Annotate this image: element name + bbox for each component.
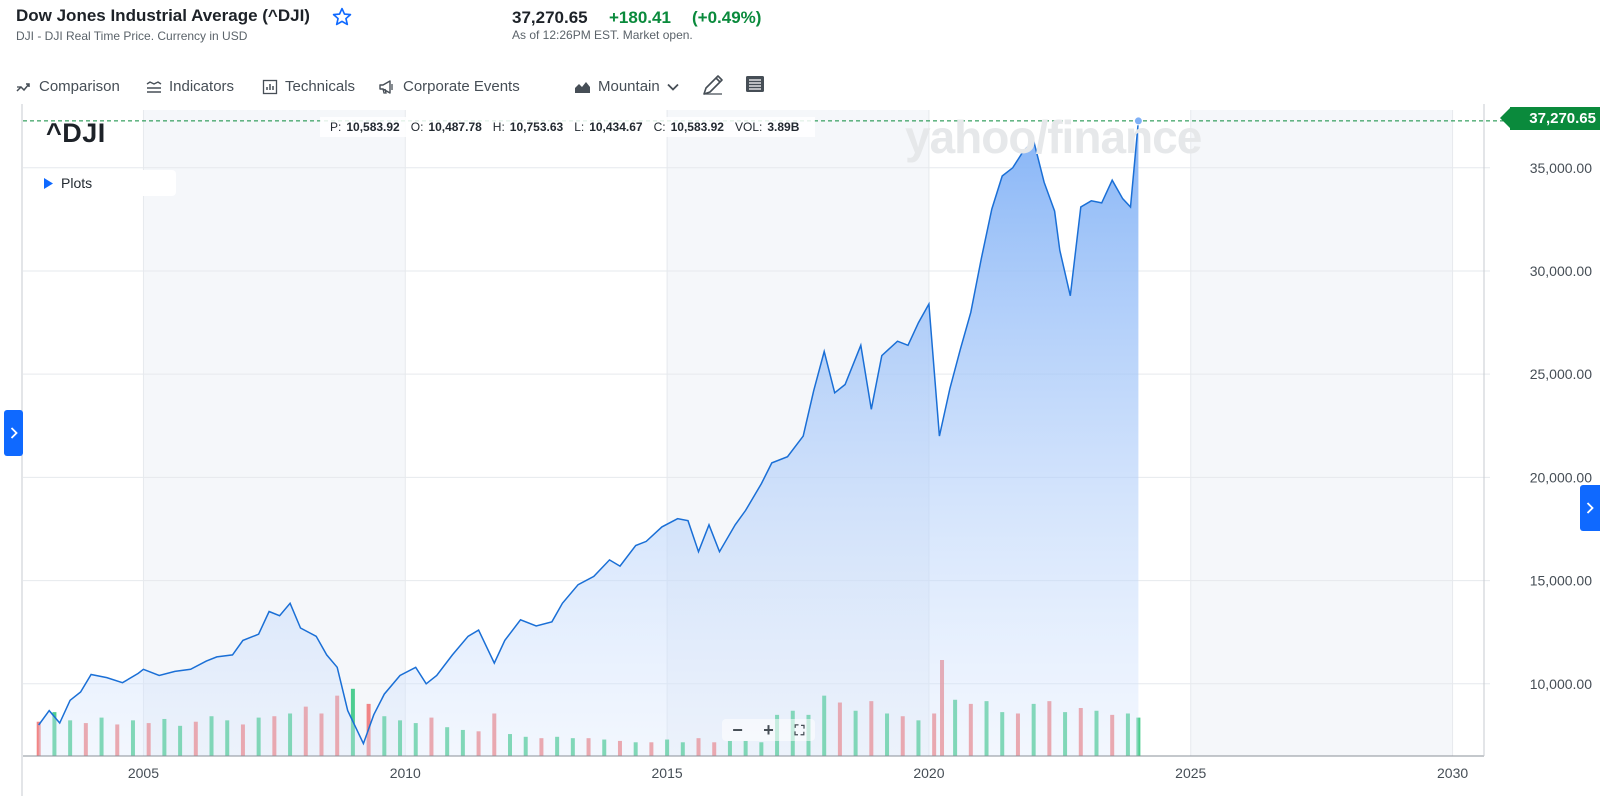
ohlc-h-label: H: <box>492 120 505 134</box>
ohlc-readout: P: 10,583.92 O: 10,487.78 H: 10,753.63 L: 10… <box>320 117 816 137</box>
comparison-icon <box>16 82 30 92</box>
price-change: +180.41 <box>609 8 671 27</box>
draw-button[interactable] <box>700 72 728 100</box>
chart-type-dropdown[interactable]: Mountain <box>574 78 679 95</box>
x-tick-label: 2020 <box>913 765 944 781</box>
y-tick-label: 35,000.00 <box>1530 160 1592 176</box>
x-tick-label: 2010 <box>390 765 421 781</box>
x-tick-label: 2015 <box>652 765 683 781</box>
table-icon <box>746 76 764 92</box>
ohlc-p-value: 10,583.92 <box>346 120 400 134</box>
comparison-button[interactable]: Comparison <box>16 78 120 95</box>
plots-label: Plots <box>61 175 93 191</box>
plots-toggle[interactable]: Plots <box>36 170 176 196</box>
corporate-events-button[interactable]: Corporate Events <box>378 78 520 95</box>
y-tick-label: 20,000.00 <box>1530 469 1592 485</box>
y-tick-label: 25,000.00 <box>1530 366 1592 382</box>
market-status: As of 12:26PM EST. Market open. <box>512 28 693 42</box>
indicators-label: Indicators <box>169 78 235 95</box>
ohlc-vol-value: 3.89B <box>767 120 800 134</box>
fit-screen-button[interactable]: ⛶ <box>794 721 805 738</box>
technicals-label: Technicals <box>285 78 356 95</box>
price-change-percent: (+0.49%) <box>692 8 762 27</box>
ohlc-h-value: 10,753.63 <box>509 120 564 134</box>
comparison-label: Comparison <box>39 78 120 95</box>
price-chart[interactable]: 35,000.00 30,000.00 25,000.00 20,000.00 15,0… <box>0 104 1600 806</box>
page-title: Dow Jones Industrial Average (^DJI) <box>16 6 310 25</box>
watermark-logo: yahoo/finance <box>905 111 1202 163</box>
corporate-events-label: Corporate Events <box>403 78 520 95</box>
x-tick-label: 2030 <box>1437 765 1468 781</box>
chart-type-label: Mountain <box>598 78 660 95</box>
ohlc-o-label: O: <box>410 120 424 134</box>
chart-panel[interactable]: 35,000.00 30,000.00 25,000.00 20,000.00 15,0… <box>0 104 1600 806</box>
ohlc-c-label: C: <box>653 120 666 134</box>
technicals-icon <box>262 79 278 94</box>
ohlc-l-label: L: <box>574 120 585 134</box>
left-panel-toggle[interactable] <box>4 410 23 456</box>
last-price-point <box>1133 116 1143 126</box>
ohlc-l-value: 10,434.67 <box>589 120 643 134</box>
star-icon[interactable] <box>331 6 353 28</box>
ohlc-vol-label: VOL: <box>734 120 763 134</box>
chart-symbol: ^DJI <box>46 118 106 148</box>
x-tick-label: 2005 <box>128 765 159 781</box>
table-view-button[interactable] <box>743 72 771 100</box>
zoom-out-button[interactable]: − <box>732 719 743 740</box>
ohlc-c-value: 10,583.92 <box>670 120 724 134</box>
chevron-right-icon <box>1586 502 1594 514</box>
price-area <box>38 120 1139 756</box>
indicators-icon <box>146 80 162 93</box>
ohlc-o-value: 10,487.78 <box>428 120 482 134</box>
quote-header: Dow Jones Industrial Average (^DJI) DJI … <box>0 0 1600 60</box>
mountain-icon <box>575 81 590 93</box>
zoom-controls: − + ⛶ <box>722 719 815 741</box>
last-price-tag-notch <box>1500 107 1511 129</box>
megaphone-icon <box>379 79 393 94</box>
quote-subtitle: DJI - DJI Real Time Price. Currency in U… <box>16 29 248 43</box>
price-line <box>38 120 1140 746</box>
current-price: 37,270.65 <box>512 8 588 27</box>
chevron-right-icon <box>10 427 18 439</box>
year-band <box>1190 110 1453 756</box>
indicators-button[interactable]: Indicators <box>146 78 234 95</box>
last-price-tag: 37,270.65 <box>1510 107 1600 130</box>
ohlc-p-label: P: <box>330 120 342 134</box>
right-panel-toggle[interactable] <box>1580 485 1600 531</box>
caret-right-icon <box>44 177 53 189</box>
technicals-button[interactable]: Technicals <box>262 78 355 95</box>
y-tick-label: 10,000.00 <box>1530 676 1592 692</box>
pencil-icon <box>703 75 723 95</box>
chevron-down-icon <box>667 83 679 91</box>
zoom-in-button[interactable]: + <box>763 719 774 740</box>
y-tick-label: 30,000.00 <box>1530 263 1592 279</box>
y-tick-label: 15,000.00 <box>1530 573 1592 589</box>
x-tick-label: 2025 <box>1175 765 1206 781</box>
chart-toolbar: Comparison Indicators Technicals Corpora… <box>0 70 1600 104</box>
